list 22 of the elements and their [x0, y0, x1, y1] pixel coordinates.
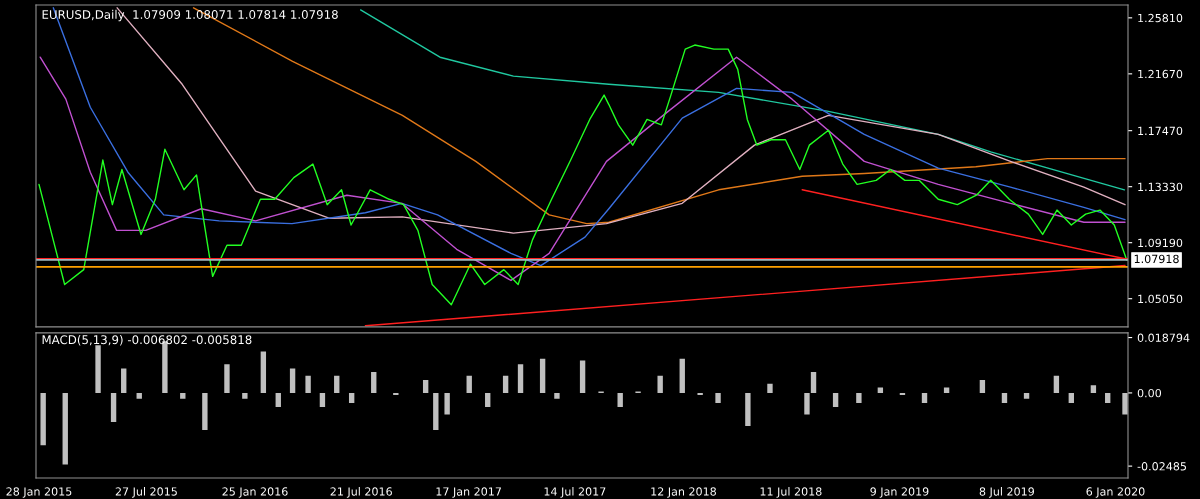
y-tick-label: 1.17470: [1138, 126, 1183, 136]
y-tick-label: 1.09190: [1138, 238, 1183, 248]
y-tick-label: 0.00: [1137, 388, 1162, 398]
x-tick-label: 25 Jan 2016: [222, 487, 288, 498]
y-tick-label: -0.02485: [1137, 462, 1187, 471]
x-tick-label: 28 Jan 2015: [6, 487, 72, 498]
y-tick-label: 1.25810: [1138, 13, 1183, 23]
x-tick-label: 17 Jan 2017: [436, 487, 501, 498]
chart-title: MACD(5,13,9) -0.006802 -0.005818: [42, 335, 252, 346]
x-tick-label: 21 Jul 2016: [330, 487, 392, 498]
x-tick-label: 12 Jan 2018: [651, 487, 716, 498]
y-tick-label: 0.018794: [1137, 333, 1190, 342]
y-tick-label: 1.21670: [1138, 69, 1183, 79]
x-tick-label: 14 Jul 2017: [544, 487, 606, 498]
x-tick-label: 11 Jul 2018: [760, 487, 822, 498]
ref-line-label: 1.07918: [1134, 254, 1179, 264]
y-tick-label: 1.13330: [1138, 182, 1183, 192]
x-tick-label: 8 Jul 2019: [979, 487, 1034, 498]
x-tick-label: 27 Jul 2015: [115, 487, 177, 498]
y-tick-label: 1.05050: [1138, 294, 1183, 304]
x-tick-label: 6 Jan 2020: [1086, 487, 1145, 498]
x-tick-label: 9 Jan 2019: [870, 487, 929, 498]
